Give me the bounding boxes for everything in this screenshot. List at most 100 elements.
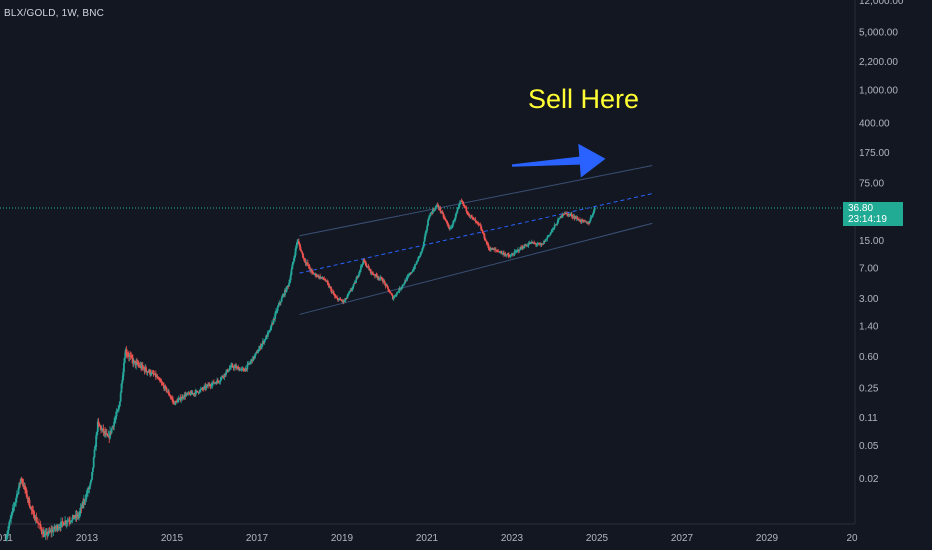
candle-body xyxy=(221,376,224,378)
candle-body xyxy=(509,255,512,257)
candle-body xyxy=(391,295,394,300)
trend-channel[interactable] xyxy=(299,165,653,315)
candle-body xyxy=(420,251,423,253)
candle-body xyxy=(586,221,589,224)
channel-upper-line[interactable] xyxy=(299,165,653,237)
candle-body xyxy=(43,534,46,537)
candle-body xyxy=(30,507,33,510)
candle-body xyxy=(279,301,282,303)
candle-body xyxy=(455,212,458,215)
candle-body xyxy=(147,371,150,373)
candle-body xyxy=(482,233,485,235)
symbol-label[interactable]: BLX/GOLD, 1W, BNC xyxy=(4,8,105,19)
candle-body xyxy=(118,406,120,409)
candle-body xyxy=(131,356,134,359)
channel-middle-dashed-line[interactable] xyxy=(299,193,653,274)
candle-body xyxy=(244,370,246,372)
candle-body xyxy=(493,248,496,250)
candle-body xyxy=(24,485,26,491)
candle-body xyxy=(400,286,403,288)
y-tick-label: 0.60 xyxy=(859,352,879,363)
candle-body xyxy=(355,276,358,280)
candle-body xyxy=(330,288,333,293)
candle-body xyxy=(447,224,450,228)
candle-body xyxy=(428,216,431,218)
candle-body xyxy=(296,241,299,246)
candle-body xyxy=(118,401,121,407)
candle-body xyxy=(351,288,353,291)
candle-body xyxy=(384,283,387,286)
candle-body xyxy=(360,265,362,270)
candle-body xyxy=(222,376,225,378)
candle-body xyxy=(433,209,436,211)
candle-body xyxy=(519,247,522,251)
candle-body xyxy=(406,276,409,278)
candle-body xyxy=(169,396,172,398)
candle-body xyxy=(150,372,153,375)
price-axis[interactable]: 12,000.00 5,000.00 2,200.00 1,000.00 400.00 1… xyxy=(854,0,904,524)
candle-body xyxy=(275,311,277,314)
candle-body xyxy=(252,356,254,362)
candle-body xyxy=(566,213,568,214)
candle-body xyxy=(372,273,375,275)
candle-body xyxy=(19,482,22,484)
candle-body xyxy=(297,241,300,244)
candle-body xyxy=(474,219,477,221)
candle-body xyxy=(440,210,442,213)
candle-body xyxy=(165,387,168,392)
candlestick-series xyxy=(5,198,596,542)
candle-body xyxy=(451,224,454,228)
candle-body xyxy=(40,527,43,532)
candle-body xyxy=(569,214,572,216)
candle-body xyxy=(458,202,461,205)
candle-body xyxy=(475,220,478,222)
candle-body xyxy=(69,521,72,523)
y-tick-label: 1,000.00 xyxy=(859,85,898,96)
candle-body xyxy=(289,274,292,281)
channel-lower-line[interactable] xyxy=(299,222,653,315)
candle-body xyxy=(277,304,280,308)
candle-body xyxy=(364,262,367,266)
candle-body xyxy=(327,282,330,285)
candle-body xyxy=(181,396,184,399)
candle-body xyxy=(114,419,116,422)
candle-body xyxy=(340,299,343,301)
candle-body xyxy=(288,282,290,287)
candle-body xyxy=(400,287,402,290)
candle-body xyxy=(516,250,518,252)
candle-body xyxy=(485,240,487,242)
candle-body xyxy=(480,225,483,230)
candle-body xyxy=(333,294,336,297)
candle-body xyxy=(15,494,18,499)
candle-body xyxy=(507,254,509,255)
candle-body xyxy=(33,511,35,519)
candle-body xyxy=(591,215,594,217)
candle-body xyxy=(546,236,549,239)
candle-body xyxy=(219,380,222,382)
candle-body xyxy=(343,300,346,302)
candle-body xyxy=(281,296,284,299)
candle-body xyxy=(442,213,445,218)
candle-body xyxy=(92,457,95,468)
blue-arrow-annotation[interactable] xyxy=(511,143,606,178)
candle-body xyxy=(248,363,250,365)
y-tick-label: 3.00 xyxy=(859,294,879,305)
candle-body xyxy=(273,319,276,320)
candle-body xyxy=(458,204,460,208)
candle-body xyxy=(11,507,14,512)
x-tick-label: 2021 xyxy=(416,533,439,544)
sell-here-annotation[interactable]: Sell Here xyxy=(528,84,640,114)
candle-body xyxy=(561,215,563,218)
candle-body xyxy=(522,248,525,249)
candle-body xyxy=(65,521,67,524)
candle-body xyxy=(553,224,556,228)
candle-body xyxy=(257,349,260,352)
candle-body xyxy=(589,217,592,221)
candle-body xyxy=(484,238,487,241)
candle-body xyxy=(555,224,558,226)
candle-body xyxy=(115,411,118,417)
candle-body xyxy=(18,482,21,489)
candle-body xyxy=(91,467,94,472)
candle-body xyxy=(44,532,47,535)
